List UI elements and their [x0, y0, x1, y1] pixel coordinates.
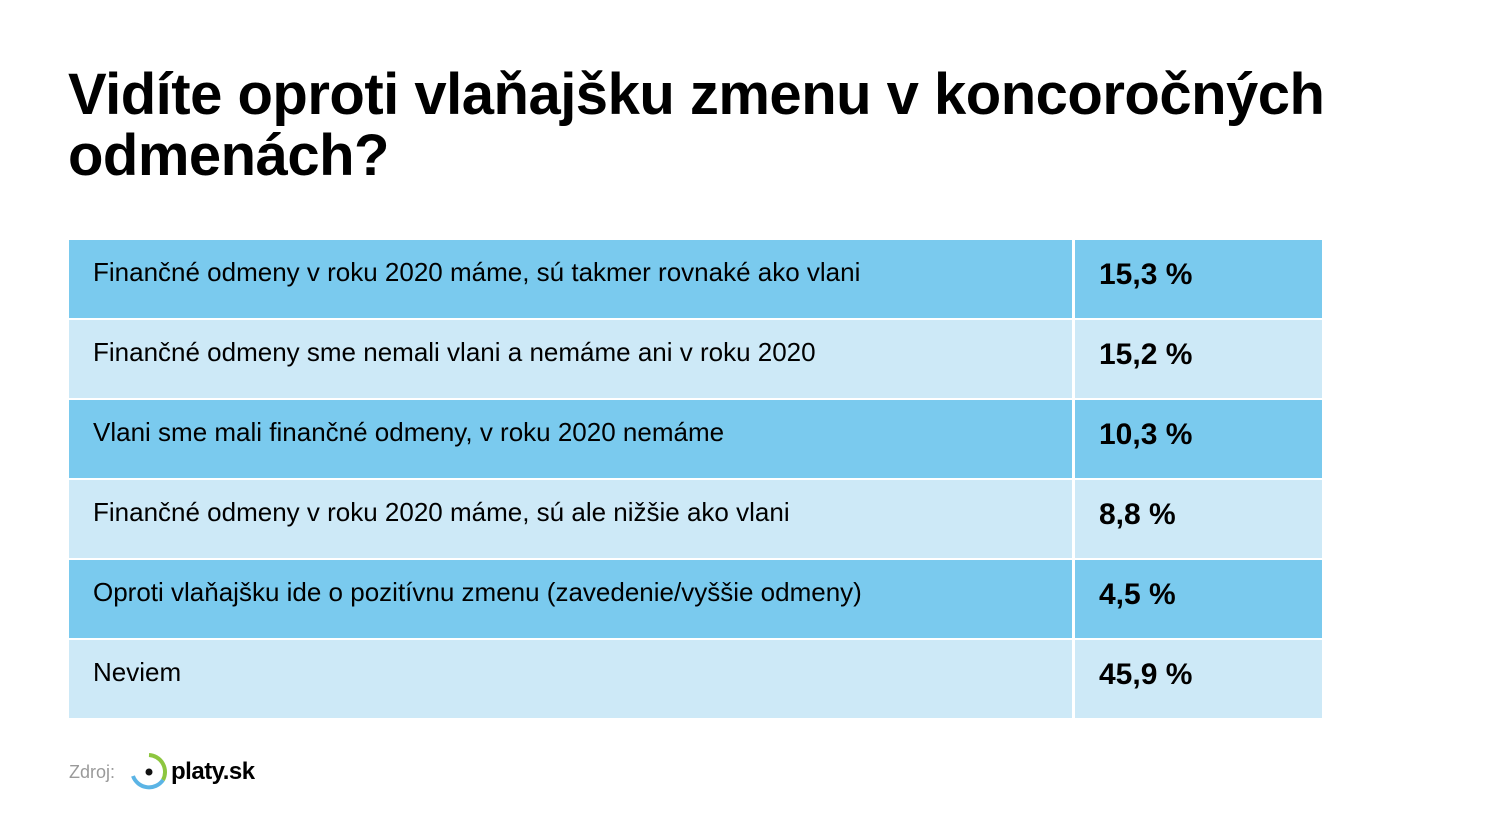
- row-value: 15,2 %: [1075, 320, 1322, 398]
- logo-text: platy.sk: [171, 758, 255, 785]
- row-label: Finančné odmeny v roku 2020 máme, sú tak…: [69, 240, 1072, 318]
- table-row: Finančné odmeny v roku 2020 máme, sú ale…: [69, 480, 1322, 558]
- row-label: Finančné odmeny v roku 2020 máme, sú ale…: [69, 480, 1072, 558]
- row-value: 4,5 %: [1075, 560, 1322, 638]
- row-value: 8,8 %: [1075, 480, 1322, 558]
- page-title: Vidíte oproti vlaňajšku zmenu v koncoroč…: [68, 62, 1325, 188]
- table-row: Oproti vlaňajšku ide o pozitívnu zmenu (…: [69, 560, 1322, 638]
- row-value: 10,3 %: [1075, 400, 1322, 478]
- row-value: 45,9 %: [1075, 640, 1322, 718]
- results-table: Finančné odmeny v roku 2020 máme, sú tak…: [69, 240, 1322, 720]
- row-label: Neviem: [69, 640, 1072, 718]
- logo-ring-icon: [131, 753, 167, 790]
- table-row: Finančné odmeny sme nemali vlani a nemám…: [69, 320, 1322, 398]
- source: Zdroj: platy.sk: [69, 752, 255, 792]
- source-label: Zdroj:: [69, 761, 116, 782]
- row-value: 15,3 %: [1075, 240, 1322, 318]
- table-row: Neviem 45,9 %: [69, 640, 1322, 718]
- table-row: Finančné odmeny v roku 2020 máme, sú tak…: [69, 240, 1322, 318]
- row-label: Vlani sme mali finančné odmeny, v roku 2…: [69, 400, 1072, 478]
- row-label: Oproti vlaňajšku ide o pozitívnu zmenu (…: [69, 560, 1072, 638]
- row-label: Finančné odmeny sme nemali vlani a nemám…: [69, 320, 1072, 398]
- table-row: Vlani sme mali finančné odmeny, v roku 2…: [69, 400, 1322, 478]
- platy-sk-logo: platy.sk: [129, 752, 255, 792]
